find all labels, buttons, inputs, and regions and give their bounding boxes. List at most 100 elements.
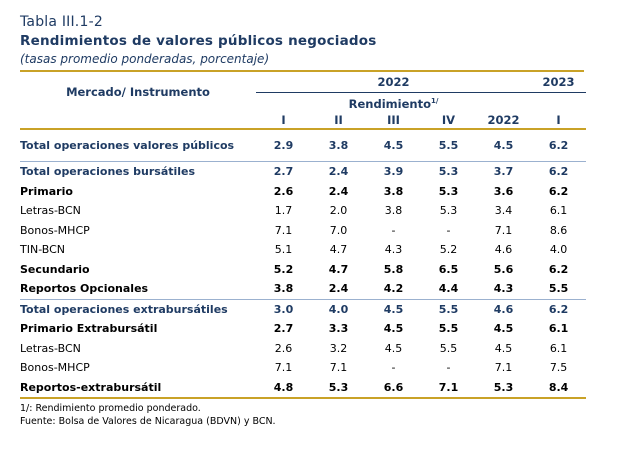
value-cell: 7.1 — [274, 223, 293, 237]
table-number: Tabla III.1-2 — [20, 14, 103, 30]
value-cell: 6.1 — [549, 341, 568, 355]
rendimiento-footnote-ref: 1/ — [430, 97, 439, 105]
value-cell: 7.1 — [421, 377, 476, 400]
value-cell: 7.1 — [494, 223, 513, 237]
value-cell: 5.8 — [383, 262, 404, 276]
table-row: Letras-BCN 1.7 2.0 3.8 5.3 3.4 6.1 — [20, 201, 586, 221]
spacer-row — [20, 129, 586, 136]
value-cell: 4.3 — [384, 243, 403, 257]
header-year-2022: 2022 — [256, 72, 532, 93]
table-subtitle: (tasas promedio ponderadas, porcentaje) — [20, 52, 270, 66]
value-cell: - — [446, 361, 451, 375]
value-cell: 4.6 — [494, 243, 513, 257]
value-cell: 7.5 — [549, 361, 568, 375]
row-label: Secundario — [20, 262, 90, 276]
value-cell: 4.0 — [549, 243, 568, 257]
value-cell: 2.4 — [328, 282, 349, 296]
value-cell: 3.9 — [366, 161, 421, 182]
value-cell: - — [391, 361, 396, 375]
value-cell: - — [446, 223, 451, 237]
value-cell: 3.3 — [328, 322, 349, 336]
value-cell: 4.5 — [366, 298, 421, 320]
value-cell: 4.2 — [383, 282, 404, 296]
table-row: Letras-BCN 2.6 3.2 4.5 5.5 4.5 6.1 — [20, 339, 586, 359]
value-cell: 4.6 — [476, 298, 532, 320]
footnote: 1/: Rendimiento promedio ponderado. — [20, 403, 201, 415]
value-cell: 2.4 — [311, 161, 366, 182]
value-cell: 5.1 — [274, 243, 293, 257]
period-header-row: I II III IV 2022 I — [20, 111, 587, 130]
value-cell: 6.2 — [548, 184, 569, 198]
value-cell: 3.8 — [328, 138, 349, 152]
row-label: TIN-BCN — [20, 243, 66, 257]
value-cell: 3.7 — [476, 161, 532, 182]
value-cell: 7.1 — [494, 361, 513, 375]
row-label: Total operaciones valores públicos — [20, 138, 235, 152]
row-label: Primario — [20, 184, 73, 198]
value-cell: 4.5 — [383, 322, 404, 336]
value-cell: 4.5 — [383, 138, 404, 152]
value-cell: 2.0 — [329, 204, 348, 218]
top-rule — [20, 70, 584, 72]
table-row: Total operaciones valores públicos 2.9 3.8… — [20, 136, 586, 156]
table-row: Reportos-extrabursátil 4.8 5.3 6.6 7.1 5.3 8.4 — [20, 377, 587, 400]
row-label: Primario Extrabursátil — [20, 322, 158, 336]
col-header: I — [531, 111, 587, 130]
table-row: Secundario 5.2 4.7 5.8 6.5 5.6 6.2 — [20, 260, 586, 280]
row-label: Total operaciones bursátiles — [20, 161, 256, 182]
value-cell: 6.1 — [549, 204, 568, 218]
yields-table: Mercado/ Instrumento 2022 2023 Rendimien… — [20, 72, 587, 400]
value-cell: 5.3 — [311, 377, 366, 400]
value-cell: - — [391, 223, 396, 237]
value-cell: 7.0 — [329, 223, 348, 237]
table-row: Primario 2.6 2.4 3.8 5.3 3.6 6.2 — [20, 182, 586, 202]
value-cell: 4.3 — [493, 282, 514, 296]
row-label: Letras-BCN — [20, 204, 81, 218]
table-row: Primario Extrabursátil 2.7 3.3 4.5 5.5 4.5 6.1 — [20, 319, 586, 339]
col-header: 2022 — [476, 111, 532, 130]
value-cell: 7.1 — [329, 361, 348, 375]
value-cell: 4.4 — [438, 282, 459, 296]
table-row: Total operaciones bursátiles 2.7 2.4 3.9 5.3… — [20, 161, 587, 182]
table-title: Rendimientos de valores públicos negocia… — [20, 33, 377, 49]
table-body: Total operaciones valores públicos 2.9 3.8… — [20, 129, 587, 400]
value-cell: 6.2 — [531, 298, 587, 320]
value-cell: 7.1 — [274, 361, 293, 375]
value-cell: 6.2 — [548, 262, 569, 276]
value-cell: 2.7 — [256, 161, 311, 182]
value-cell: 2.9 — [273, 138, 294, 152]
row-label: Letras-BCN — [20, 341, 81, 355]
table-row: Total operaciones extrabursátiles 3.0 4.0 4… — [20, 298, 587, 320]
value-cell: 2.6 — [274, 341, 293, 355]
col-header: IV — [421, 111, 476, 130]
value-cell: 8.6 — [549, 223, 568, 237]
value-cell: 6.5 — [438, 262, 459, 276]
row-label: Reportos-extrabursátil — [20, 377, 256, 400]
header-blank — [531, 93, 586, 112]
table-row: TIN-BCN 5.1 4.7 4.3 5.2 4.6 4.0 — [20, 240, 586, 260]
header-empty-cell — [20, 111, 256, 130]
value-cell: 2.7 — [273, 322, 294, 336]
table-notes: 1/: Rendimiento promedio ponderado. Fuen… — [20, 402, 584, 428]
value-cell: 6.2 — [531, 161, 587, 182]
value-cell: 1.7 — [274, 204, 293, 218]
value-cell: 4.5 — [493, 138, 514, 152]
value-cell: 5.5 — [548, 282, 569, 296]
value-cell: 5.6 — [493, 262, 514, 276]
header-rendimiento: Rendimiento1/ — [256, 93, 531, 112]
value-cell: 4.7 — [329, 243, 348, 257]
rendimiento-label: Rendimiento — [348, 96, 431, 111]
row-label: Bonos-MHCP — [20, 223, 90, 237]
value-cell: 5.3 — [439, 204, 458, 218]
value-cell: 4.8 — [256, 377, 311, 400]
value-cell: 3.4 — [494, 204, 513, 218]
value-cell: 2.4 — [328, 184, 349, 198]
table-row: Bonos-MHCP 7.1 7.0 - - 7.1 8.6 — [20, 221, 586, 241]
value-cell: 5.5 — [421, 298, 476, 320]
row-label: Reportos Opcionales — [20, 282, 149, 296]
value-cell: 5.5 — [438, 138, 459, 152]
value-cell: 3.8 — [384, 204, 403, 218]
value-cell: 5.2 — [273, 262, 294, 276]
table-row: Reportos Opcionales 3.8 2.4 4.2 4.4 4.3 5.5 — [20, 279, 586, 299]
col-header: III — [366, 111, 421, 130]
